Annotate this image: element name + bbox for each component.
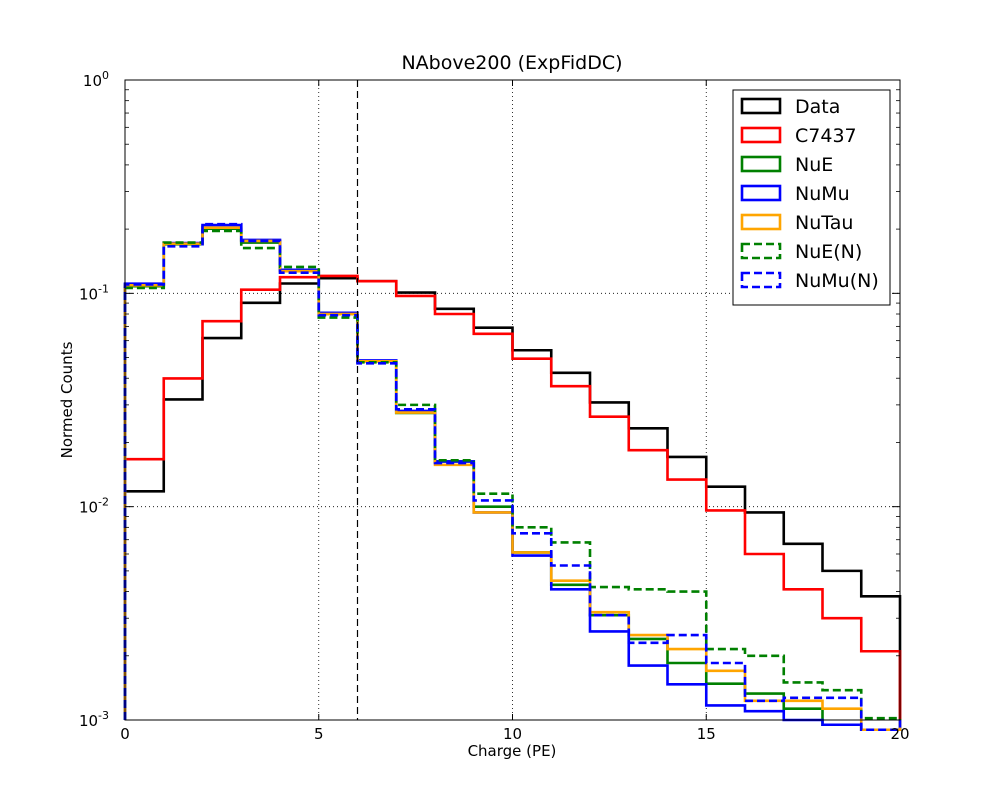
- legend-label: NuTau: [795, 212, 853, 234]
- series-c7437-line: [123, 274, 902, 720]
- legend-swatch: [740, 126, 782, 144]
- legend-swatch: [740, 271, 782, 289]
- x-tick-label: 0: [120, 725, 130, 743]
- legend-label: NuE: [795, 154, 833, 176]
- legend-label: Data: [795, 96, 840, 118]
- x-axis-label: Charge (PE): [468, 742, 557, 760]
- y-axis-label: Normed Counts: [58, 341, 76, 458]
- legend-swatch: [740, 213, 782, 231]
- series-layer: [123, 222, 902, 732]
- legend-swatch: [740, 242, 782, 260]
- series-numu-n-line: [123, 222, 902, 732]
- y-tick-label: 10-3: [79, 709, 109, 730]
- y-tick-label: 10-2: [79, 496, 109, 517]
- legend: Data C7437 NuE NuMu NuTau NuE(N) NuMu(N): [732, 89, 891, 306]
- legend-label: NuE(N): [795, 241, 862, 263]
- x-tick-label: 15: [697, 725, 716, 743]
- x-tick-label: 5: [314, 725, 324, 743]
- legend-frame: [732, 89, 891, 306]
- grid-lines: [125, 80, 900, 720]
- legend-label: NuMu(N): [795, 270, 879, 292]
- y-tick-label: 10-1: [79, 282, 109, 303]
- legend-label: NuMu: [795, 183, 850, 205]
- x-tick-label: 20: [890, 725, 909, 743]
- legend-swatch: [740, 155, 782, 173]
- legend-label: C7437: [795, 125, 857, 147]
- y-tick-label: 100: [83, 69, 109, 90]
- legend-swatch: [740, 184, 782, 202]
- x-tick-label: 10: [503, 725, 522, 743]
- axis-ticks: 0 5 10 15 20 100 10-1 10-2 10-3: [79, 69, 910, 743]
- chart-title: NAbove200 (ExpFidDC): [401, 52, 622, 74]
- legend-swatch: [740, 97, 782, 115]
